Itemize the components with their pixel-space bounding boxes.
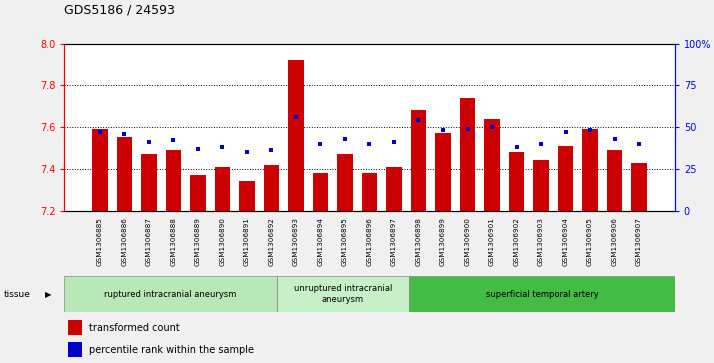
Bar	[386, 167, 402, 211]
Point	[241, 149, 253, 155]
Point	[144, 139, 155, 145]
Bar	[558, 146, 573, 211]
Bar	[239, 182, 255, 211]
Bar	[141, 154, 157, 211]
Bar	[64, 276, 276, 312]
Text: ruptured intracranial aneurysm: ruptured intracranial aneurysm	[104, 290, 236, 298]
Bar	[631, 163, 647, 211]
Point	[584, 127, 595, 133]
Text: unruptured intracranial
aneurysm: unruptured intracranial aneurysm	[293, 284, 392, 304]
Bar	[435, 133, 451, 211]
Text: GDS5186 / 24593: GDS5186 / 24593	[64, 4, 175, 17]
Bar	[116, 138, 132, 211]
Point	[168, 138, 179, 143]
Point	[536, 141, 547, 147]
Bar	[411, 110, 426, 211]
Point	[192, 146, 203, 152]
Bar	[166, 150, 181, 211]
Bar	[607, 150, 623, 211]
Point	[413, 118, 424, 123]
Bar	[276, 276, 409, 312]
Point	[388, 139, 400, 145]
Point	[94, 129, 106, 135]
Bar	[288, 60, 304, 211]
Text: transformed count: transformed count	[89, 323, 180, 333]
Bar	[460, 98, 476, 211]
Point	[217, 144, 228, 150]
Text: percentile rank within the sample: percentile rank within the sample	[89, 345, 254, 355]
Point	[560, 129, 571, 135]
Text: ▶: ▶	[45, 290, 52, 298]
Text: tissue: tissue	[4, 290, 31, 298]
Point	[609, 136, 620, 142]
Point	[511, 144, 522, 150]
Bar	[337, 154, 353, 211]
Point	[437, 127, 448, 133]
Bar	[313, 173, 328, 211]
Bar	[508, 152, 525, 211]
Point	[363, 141, 376, 147]
Bar	[263, 165, 279, 211]
Point	[119, 131, 130, 136]
Bar	[533, 160, 549, 211]
Bar	[484, 119, 500, 211]
Point	[462, 126, 473, 132]
Point	[266, 147, 277, 153]
Bar	[68, 320, 82, 335]
Point	[633, 141, 645, 147]
Point	[291, 114, 302, 120]
Point	[486, 124, 498, 130]
Bar	[361, 173, 378, 211]
Text: superficial temporal artery: superficial temporal artery	[486, 290, 598, 298]
Bar	[190, 175, 206, 211]
Bar	[92, 129, 108, 211]
Point	[315, 141, 326, 147]
Point	[339, 136, 351, 142]
Bar	[582, 129, 598, 211]
Bar	[409, 276, 675, 312]
Bar	[68, 342, 82, 357]
Bar	[214, 167, 231, 211]
